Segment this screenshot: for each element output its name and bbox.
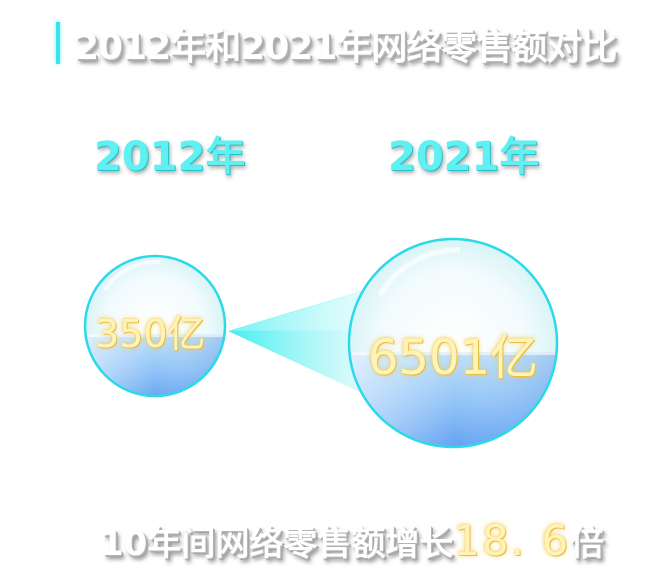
growth-summary-suffix: 倍	[570, 524, 605, 564]
value-2012: 350亿	[95, 312, 206, 356]
growth-summary: 10年间网络零售额增长18. 6倍	[100, 516, 604, 565]
growth-summary-prefix: 10年间网络零售额增长	[100, 524, 454, 564]
title-accent-bar	[56, 22, 60, 64]
page-title: 2012年和2021年网络零售额对比	[74, 27, 617, 68]
growth-multiple: 18. 6	[453, 516, 571, 565]
connector-beam	[228, 290, 364, 394]
connector-beam-highlight	[228, 292, 364, 331]
year-label-2021: 2021年	[388, 134, 540, 180]
value-2021: 6501亿	[368, 330, 539, 386]
year-label-2012: 2012年	[94, 134, 246, 180]
bubble-small	[83, 254, 227, 398]
